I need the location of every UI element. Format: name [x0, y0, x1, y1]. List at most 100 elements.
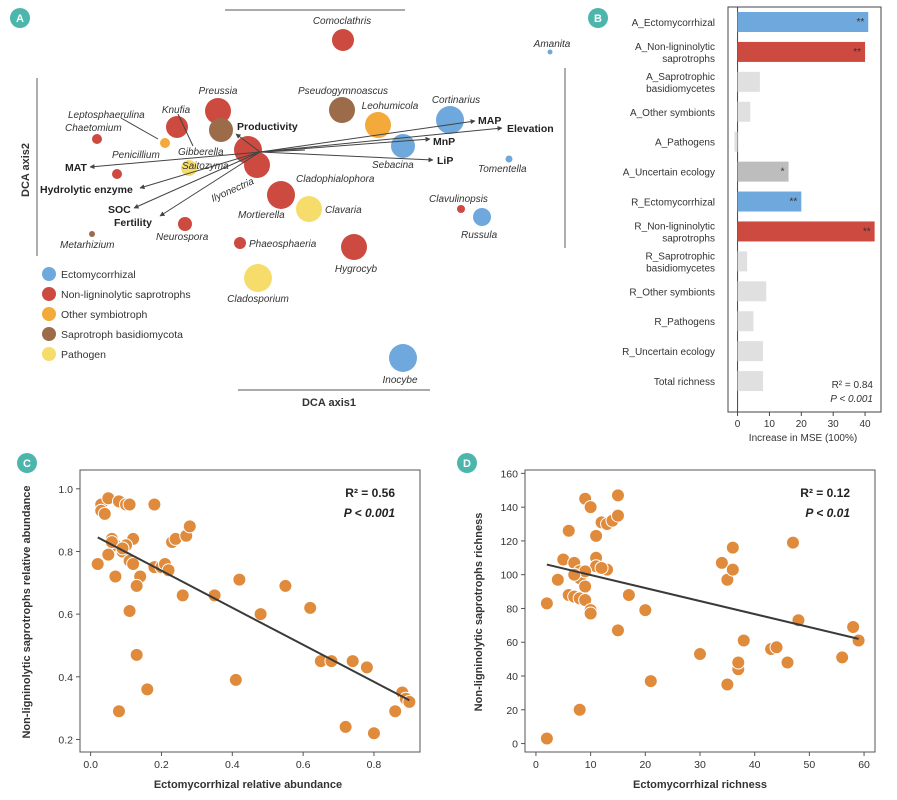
panel-c-r2: R² = 0.56 — [345, 486, 395, 500]
taxon-circle-cladosporium — [244, 264, 272, 292]
scatter-point — [97, 506, 112, 521]
taxon-circle-neurospora — [178, 217, 192, 231]
taxon-circle-hygrocyb — [341, 234, 367, 260]
taxon-label-russula: Russula — [461, 230, 498, 241]
bar-significance: ** — [853, 47, 861, 58]
regression-line — [97, 536, 410, 702]
scatter-point — [589, 528, 604, 543]
scatter-point — [345, 654, 360, 669]
panel-d-axes: 0 10 20 30 40 50 60 0 20 40 60 80 100 120 140 160 — [500, 468, 870, 771]
taxon-circle-metarhizium — [89, 231, 95, 237]
y-tick-label: 120 — [500, 536, 518, 548]
vector-hydrolytic — [139, 151, 261, 190]
taxon-circle-leohumicola — [365, 112, 391, 138]
panel-b-p: P < 0.001 — [830, 394, 873, 405]
bar-a-saprotrophic-basidiomycetes — [737, 71, 760, 92]
legend-swatch-other-sym — [42, 307, 56, 321]
legend-label-pathogen: Pathogen — [61, 349, 106, 361]
dca-axis1-label: DCA axis1 — [302, 397, 356, 409]
bar-category-label: R_Ectomycorrhizal — [631, 198, 715, 209]
taxon-circle-amanita — [547, 49, 553, 55]
panel-c-frame — [79, 469, 421, 753]
panel-c-xlabel: Ectomycorrhizal relative abundance — [154, 779, 342, 791]
vector-label-map: MAP — [478, 115, 501, 127]
x-tick-label: 0.2 — [154, 759, 169, 771]
bar-category-label: A_Ectomycorrhizal — [632, 18, 715, 29]
scatter-point — [835, 650, 850, 665]
saitozyma-leader — [177, 113, 194, 147]
scatter-point — [388, 704, 403, 719]
scatter-point — [338, 719, 353, 734]
y-tick-label: 1.0 — [58, 484, 73, 496]
scatter-point — [594, 560, 609, 575]
x-tick-label: 0 — [533, 759, 539, 771]
scatter-point — [253, 607, 268, 622]
bar-significance: ** — [790, 197, 798, 208]
panel-c-points — [90, 491, 417, 741]
scatter-point — [182, 519, 197, 534]
bar-r-saprotrophic-basidiomycetes — [737, 251, 748, 272]
bar-category-label: R_Non-ligninolytic — [634, 221, 715, 232]
x-tick-label: 0.6 — [296, 759, 311, 771]
x-tick-label: 0.0 — [83, 759, 98, 771]
vector-map — [259, 119, 476, 153]
dca-axis2-label: DCA axis2 — [20, 143, 32, 197]
bar-x-axis: 0 10 20 30 40 — [735, 412, 871, 430]
x-tick-label: 0.4 — [225, 759, 240, 771]
bar-r-non-ligninolytic-saprotrophs — [737, 221, 875, 242]
taxon-label-sebacina: Sebacina — [372, 160, 414, 171]
bar-category-label: A_Other symbionts — [630, 108, 715, 119]
scatter-point — [731, 655, 746, 670]
scatter-point — [638, 603, 653, 618]
taxon-circle-russula — [473, 208, 491, 226]
panel-a-legend: Ectomycorrhizal Non-ligninolytic saprotr… — [42, 267, 191, 361]
taxon-circle-basidio — [209, 118, 233, 142]
scatter-point — [572, 702, 587, 717]
scatter-point — [129, 578, 144, 593]
scatter-point — [780, 655, 795, 670]
taxon-label-amanita: Amanita — [533, 39, 571, 50]
taxon-circle-phaeosphaeria — [234, 237, 246, 249]
panel-b-badge-label: B — [594, 13, 602, 25]
y-tick-label: 20 — [506, 705, 518, 717]
y-tick-label: 0.6 — [58, 609, 73, 621]
bar-x-tick-label: 20 — [796, 419, 808, 430]
legend-label-basidio: Saprotroph basidiomycota — [61, 329, 183, 341]
vector-lip — [259, 151, 434, 163]
bar-category-label: saprotrophs — [662, 54, 715, 65]
taxon-label-cortinarius: Cortinarius — [432, 95, 480, 106]
y-tick-label: 140 — [500, 502, 518, 514]
panel-a-badge — [10, 8, 30, 28]
panel-d: D 0 10 20 30 40 50 60 0 20 40 60 80 100 120 140 160 R² … — [457, 453, 876, 791]
panel-b-r2: R² = 0.84 — [832, 380, 874, 391]
bar-r-pathogens — [737, 311, 754, 332]
bar-r-uncertain-ecology — [737, 341, 764, 362]
scatter-point — [232, 572, 247, 587]
y-tick-label: 0.2 — [58, 734, 73, 746]
taxon-circle-preussia — [205, 98, 231, 124]
bar-category-label: Total richness — [654, 377, 715, 388]
panel-c-badge-label: C — [23, 458, 31, 470]
scatter-point — [610, 488, 625, 503]
bar-significance: ** — [863, 226, 871, 237]
env-vectors — [89, 113, 503, 217]
taxon-label-cladophialophora: Cladophialophora — [296, 174, 375, 185]
scatter-point — [736, 633, 751, 648]
panel-c-axes: 0.0 0.2 0.4 0.6 0.8 0.2 0.4 0.6 0.8 1.0 — [58, 484, 381, 771]
bar-category-label: R_Other symbionts — [629, 287, 715, 298]
panel-c-fit — [97, 536, 410, 702]
y-tick-label: 80 — [506, 603, 518, 615]
bar-r-ectomycorrhizal — [737, 191, 802, 212]
panel-d-ylabel: Non-ligninolytic saprotrophs richness — [473, 513, 485, 712]
bar-x-tick-label: 30 — [828, 419, 840, 430]
x-tick-label: 50 — [804, 759, 816, 771]
vector-label-productivity: Productivity — [237, 121, 298, 133]
taxon-circle-knufia — [166, 116, 188, 138]
bar-a-non-ligninolytic-saprotrophs — [737, 41, 866, 62]
bar-x-tick-label: 40 — [860, 419, 872, 430]
y-tick-label: 0.8 — [58, 546, 73, 558]
taxon-label-pseudogymnoascus: Pseudogymnoascus — [298, 86, 388, 97]
panel-d-points — [539, 488, 866, 746]
taxon-label-leohumicola: Leohumicola — [362, 101, 419, 112]
